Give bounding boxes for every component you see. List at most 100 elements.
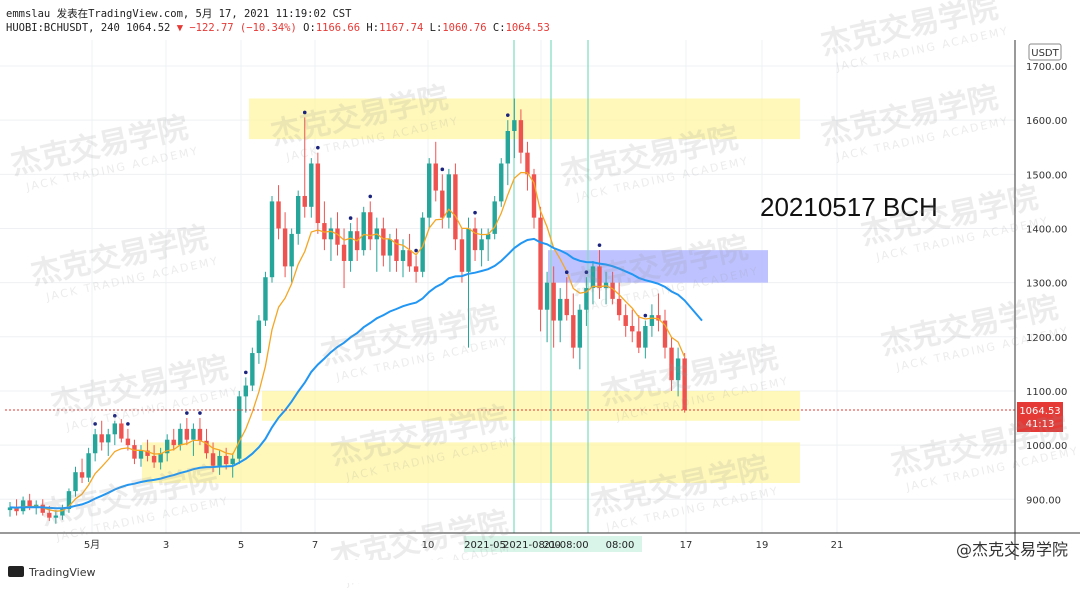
signal-marker [597, 243, 602, 247]
candle-body [518, 120, 524, 153]
candle-body [53, 515, 59, 518]
ohlc-legend: HUOBI:BCHUSDT, 240 1064.52 ▼ −122.77 (−1… [6, 22, 550, 34]
candle-body [459, 239, 465, 272]
candle-body [296, 195, 301, 234]
high-value: 1167.74 [379, 22, 424, 34]
candle-body [106, 434, 111, 443]
candle-body [230, 458, 235, 465]
candle-body [73, 472, 78, 492]
candle-body [643, 325, 648, 348]
candle-body [66, 491, 72, 510]
candle-body [191, 428, 196, 440]
publish-info: emmslau 发表在TradingView.com, 5月 17, 2021 … [6, 6, 351, 21]
candle-body [400, 250, 406, 261]
open-label: O: [303, 22, 316, 34]
candle-body [538, 217, 543, 310]
price-tick-label: 900.00 [1026, 495, 1061, 506]
tradingview-logo[interactable]: TradingView [8, 566, 95, 579]
signal-marker [302, 110, 307, 115]
candle-body [256, 320, 262, 354]
candle-body [381, 228, 386, 256]
candle-body [551, 282, 556, 321]
close-label: C: [492, 22, 506, 34]
candle-body [223, 455, 229, 465]
candle-body [584, 288, 589, 310]
candle-body [158, 453, 163, 463]
open-value: 1166.66 [315, 22, 361, 34]
time-tick-label: 10 [422, 540, 435, 551]
signal-marker [473, 210, 477, 215]
signal-markers [93, 110, 648, 426]
candle-body [204, 440, 209, 454]
candle-body [178, 428, 183, 446]
candle-body [302, 195, 307, 207]
candle-body [27, 500, 32, 508]
price-axis[interactable]: 1700.00 1600.00 1500.00 1400.00 1300.00 1200.… [1026, 62, 1067, 506]
candle-body [276, 201, 281, 229]
candle-body [125, 438, 131, 446]
candle-body [47, 512, 52, 518]
last-price-badge [1017, 402, 1063, 432]
last-price-value: 1064.53 [1019, 406, 1060, 417]
candle-body [112, 423, 117, 435]
currency-badge[interactable] [1028, 43, 1062, 61]
chart-annotation: 20210517 BCH [760, 192, 938, 222]
time-tick-label: 17 [680, 540, 693, 551]
candle-body [531, 174, 537, 218]
bar-countdown: 41:13 [1026, 419, 1055, 430]
candle-body [656, 315, 661, 321]
candle-body [479, 239, 484, 251]
candle-body [623, 315, 628, 326]
time-tick-label: 21 [831, 540, 844, 551]
signal-marker [244, 370, 248, 375]
candle-body [361, 212, 366, 251]
candle-body [662, 320, 668, 348]
candle-body [453, 174, 458, 240]
candle-body [433, 163, 438, 191]
candle-body [368, 212, 373, 240]
time-axis[interactable]: 5月35710131719212021-052021-08:0021-08:00… [84, 536, 844, 552]
low-label: L: [429, 22, 443, 34]
candle-body [60, 509, 65, 516]
tradingview-icon [8, 566, 24, 577]
candle-body [86, 453, 91, 478]
signal-marker [368, 194, 373, 199]
candle-body [472, 228, 478, 251]
candle-body [14, 507, 19, 512]
publish-info-text: emmslau 发表在TradingView.com, 5月 17, 2021 … [6, 8, 352, 20]
price-tick-label: 1300.00 [1026, 279, 1067, 290]
author-credit: @杰克交易学院 [956, 536, 1068, 560]
price-tick-label: 1600.00 [1026, 116, 1067, 127]
candle-body [597, 266, 602, 289]
candle-body [132, 445, 137, 459]
candle-body [610, 282, 615, 299]
signal-marker [440, 167, 445, 172]
candle-body [413, 266, 419, 272]
candle-body [485, 233, 491, 240]
candle-body [387, 239, 393, 256]
low-value: 1060.76 [442, 22, 487, 34]
candle-body [544, 282, 550, 310]
signal-marker [414, 248, 418, 253]
candle-body [427, 163, 432, 218]
candle-body [263, 277, 268, 321]
candle-body [505, 130, 510, 164]
candle-body [558, 298, 563, 321]
ema-short-line [9, 171, 686, 512]
signal-marker [316, 145, 320, 150]
ema-long-line [9, 237, 703, 510]
time-highlight-band [464, 536, 642, 552]
candle-body [440, 190, 445, 218]
candle-body [20, 500, 26, 512]
time-tick-label: 7 [312, 540, 318, 551]
candle-body [512, 120, 517, 131]
price-tick-label: 1000.00 [1026, 441, 1067, 452]
candle-body [616, 298, 622, 316]
price-tick-label: 1500.00 [1026, 170, 1067, 181]
time-tick-label: 5 [238, 540, 244, 551]
candle-body [341, 244, 347, 261]
zone-yellow [262, 390, 800, 421]
signal-marker [185, 411, 189, 415]
signal-marker [506, 113, 510, 117]
